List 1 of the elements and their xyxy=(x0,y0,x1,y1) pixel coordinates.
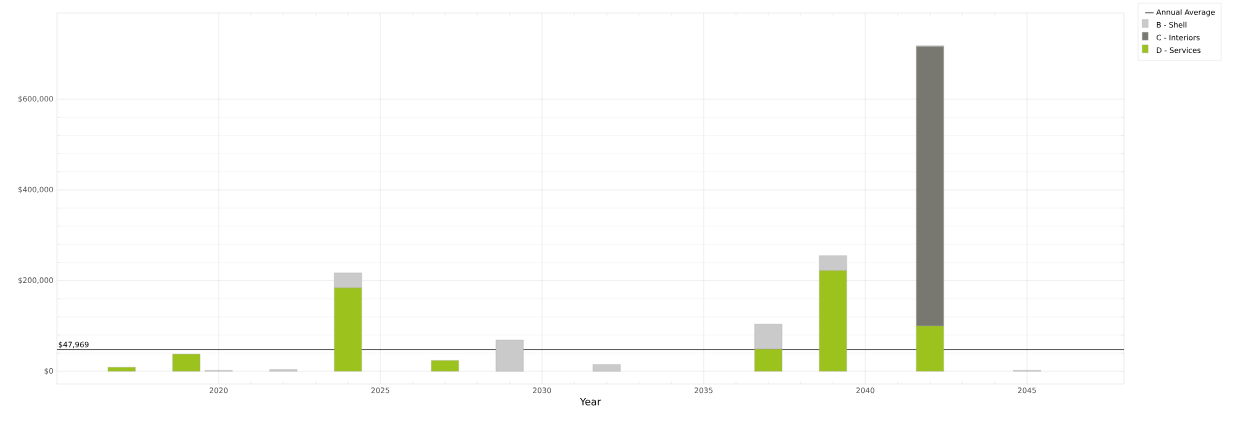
x-axis-title: Year xyxy=(579,398,602,406)
